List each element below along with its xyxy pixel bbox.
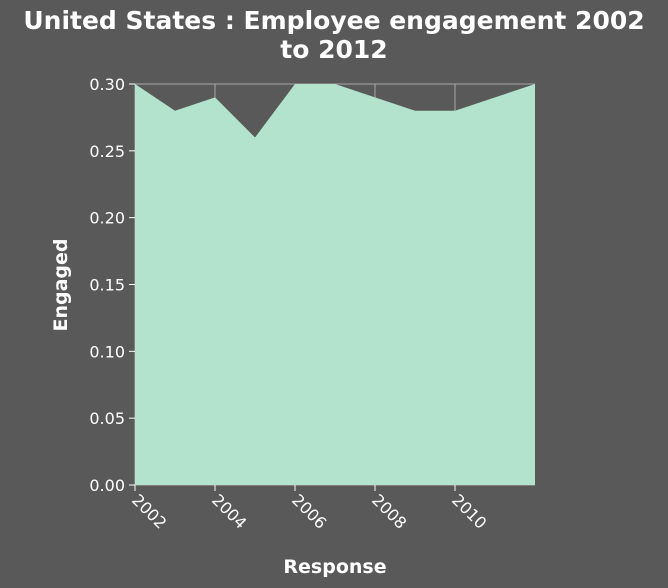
- y-tick-label: 0.05: [89, 409, 125, 428]
- chart-title-line-1: United States : Employee engagement 2002: [23, 6, 645, 35]
- y-tick-label: 0.10: [89, 342, 125, 361]
- chart-title-line-2: to 2012: [280, 35, 388, 64]
- y-axis-label: Engaged: [50, 238, 72, 331]
- chart-title: United States : Employee engagement 2002…: [0, 6, 668, 64]
- y-tick-label: 0.30: [89, 75, 125, 94]
- area-series: [135, 84, 535, 485]
- x-tick-labels: 2002 2004 2006 2008 2010: [128, 490, 490, 532]
- y-tick-label: 0.15: [89, 276, 125, 295]
- x-tick-label: 2010: [448, 490, 490, 532]
- x-tick-label: 2004: [208, 490, 250, 532]
- x-tick-label: 2002: [128, 490, 170, 532]
- x-axis-label: Response: [283, 556, 386, 578]
- y-tick-labels: 0.00 0.05 0.10 0.15 0.20 0.25 0.30: [89, 75, 125, 495]
- y-tick-label: 0.20: [89, 209, 125, 228]
- y-tick-label: 0.25: [89, 142, 125, 161]
- axis-ticks: [129, 83, 456, 491]
- x-tick-label: 2008: [368, 490, 410, 532]
- y-tick-label: 0.00: [89, 476, 125, 495]
- x-tick-label: 2006: [288, 490, 330, 532]
